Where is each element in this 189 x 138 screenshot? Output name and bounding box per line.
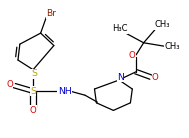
Text: O: O: [6, 80, 13, 89]
Text: O: O: [30, 106, 36, 115]
Text: CH₃: CH₃: [155, 20, 170, 29]
Text: S: S: [30, 87, 36, 96]
Text: O: O: [152, 73, 159, 82]
Text: CH₃: CH₃: [165, 42, 180, 51]
Text: Br: Br: [46, 9, 56, 18]
Text: N: N: [117, 73, 124, 82]
Text: S: S: [31, 69, 37, 78]
Text: O: O: [129, 51, 135, 60]
Text: H₃C: H₃C: [112, 24, 128, 34]
Text: NH: NH: [58, 87, 71, 96]
